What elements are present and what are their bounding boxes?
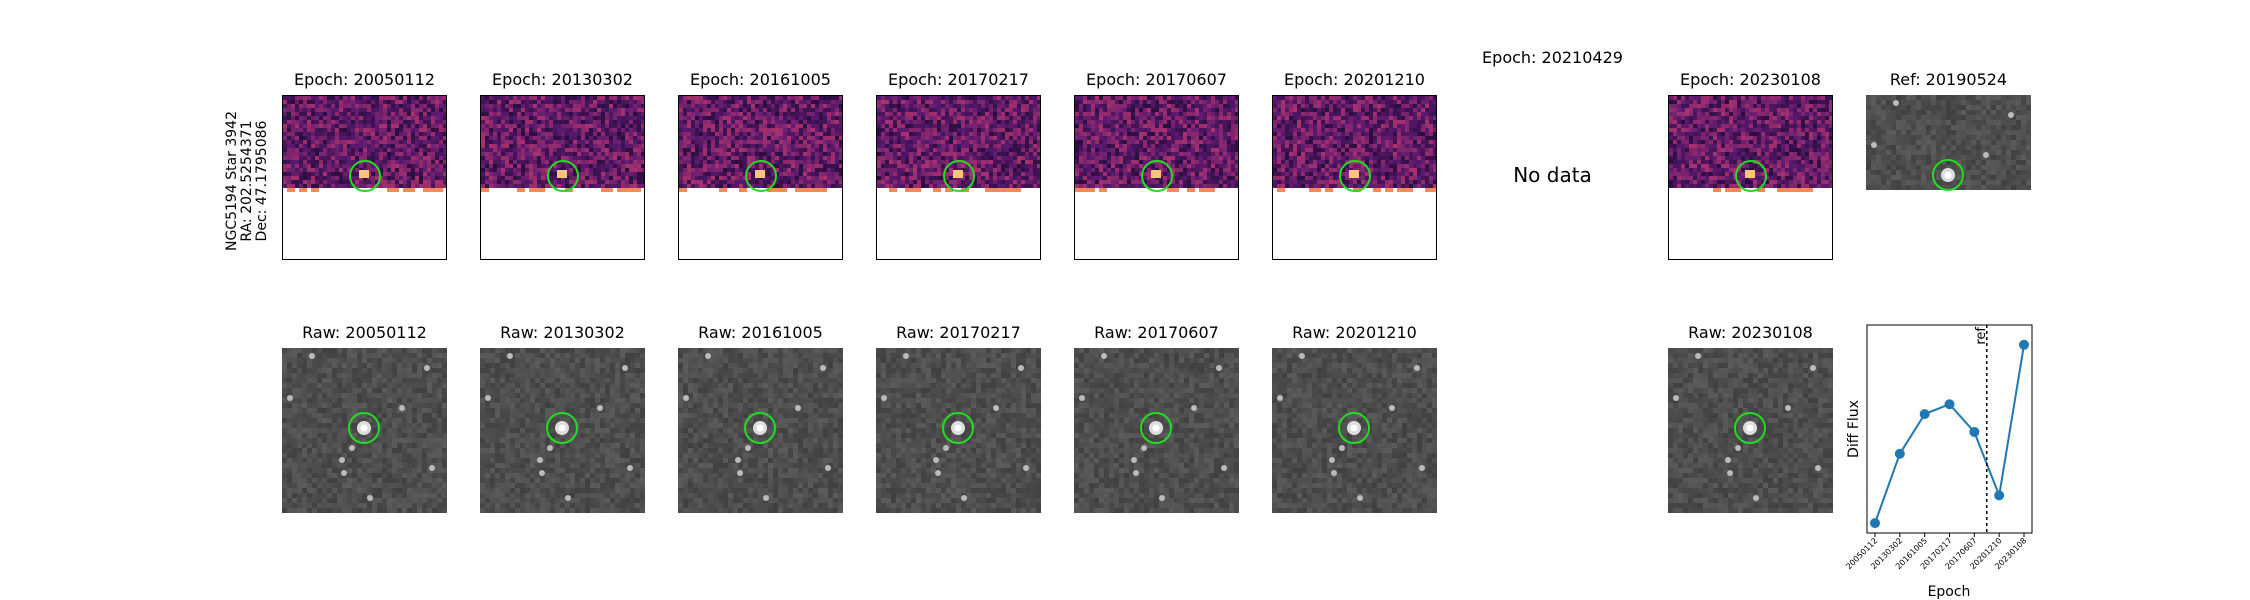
raw-title-3: Raw: 20161005 — [698, 323, 823, 342]
diff-title-1: Epoch: 20050112 — [294, 70, 435, 89]
ref-title: Ref: 20190524 — [1889, 70, 2008, 89]
raw-image-1 — [282, 348, 447, 513]
star-row-label: NGC5194 Star 3942 RA: 202.5254371 Dec: 4… — [224, 108, 272, 253]
raw-image-5 — [1074, 348, 1239, 513]
raw-title-4: Raw: 20170217 — [896, 323, 1021, 342]
diff-title-3: Epoch: 20161005 — [690, 70, 831, 89]
target-circle — [1141, 160, 1173, 192]
diff-image-6 — [1272, 95, 1437, 260]
raw-title-6: Raw: 20201210 — [1292, 323, 1417, 342]
target-circle — [744, 412, 776, 444]
diff-image-8 — [1668, 95, 1833, 260]
target-circle — [1735, 160, 1767, 192]
target-circle — [1734, 412, 1766, 444]
raw-image-7 — [1668, 348, 1833, 513]
raw-image-4 — [876, 348, 1041, 513]
data-point — [1894, 448, 1905, 459]
diff-title-2: Epoch: 20130302 — [492, 70, 633, 89]
target-circle — [1140, 412, 1172, 444]
target-circle — [942, 412, 974, 444]
target-circle — [745, 160, 777, 192]
star-name-label: NGC5194 Star 3942 — [224, 111, 240, 251]
diff-image-5 — [1074, 95, 1239, 260]
data-point — [2019, 339, 2029, 350]
target-circle — [547, 160, 579, 192]
diff-title-5: Epoch: 20170607 — [1086, 70, 1227, 89]
ref-line-label: ref — [1974, 327, 1989, 345]
data-point — [1944, 399, 1955, 410]
data-point — [1870, 518, 1880, 529]
raw-image-6 — [1272, 348, 1437, 513]
raw-title-1: Raw: 20050112 — [302, 323, 427, 342]
raw-title-7: Raw: 20230108 — [1688, 323, 1813, 342]
target-circle — [1338, 412, 1370, 444]
x-tick-labels: 2005011220130302201610052017021720170607… — [1844, 533, 2028, 571]
data-point — [1919, 409, 1930, 420]
diff-image-4 — [876, 95, 1041, 260]
data-point — [1994, 490, 2005, 501]
chart-frame — [1866, 324, 2033, 534]
star-ra-label: RA: 202.5254371 — [239, 120, 255, 241]
star-dec-label: Dec: 47.1795086 — [254, 120, 270, 241]
diff-title-6: Epoch: 20201210 — [1284, 70, 1425, 89]
target-circle — [943, 160, 975, 192]
y-axis-label: Diff Flux — [1846, 400, 1862, 458]
x-axis-label: Epoch — [1928, 584, 1971, 600]
light-curve-chart: ref 200501122013030220161005201702172017… — [1844, 324, 2033, 600]
diff-image-3 — [678, 95, 843, 260]
diff-title-7: Epoch: 20210429 — [1482, 48, 1623, 67]
raw-image-3 — [678, 348, 843, 513]
diff-image-2 — [480, 95, 645, 260]
diff-image-1 — [282, 95, 447, 260]
target-circle — [546, 412, 578, 444]
target-circle — [348, 412, 380, 444]
raw-image-2 — [480, 348, 645, 513]
ref-image — [1866, 95, 2031, 260]
diff-title-8: Epoch: 20230108 — [1680, 70, 1821, 89]
data-point — [1969, 426, 1980, 437]
target-circle — [1339, 160, 1371, 192]
target-circle — [1932, 159, 1964, 191]
raw-title-5: Raw: 20170607 — [1094, 323, 1219, 342]
raw-title-2: Raw: 20130302 — [500, 323, 625, 342]
diff-title-4: Epoch: 20170217 — [888, 70, 1029, 89]
chart-marks: ref — [1870, 325, 2029, 533]
no-data-message: No data — [1513, 163, 1592, 187]
target-circle — [349, 160, 381, 192]
